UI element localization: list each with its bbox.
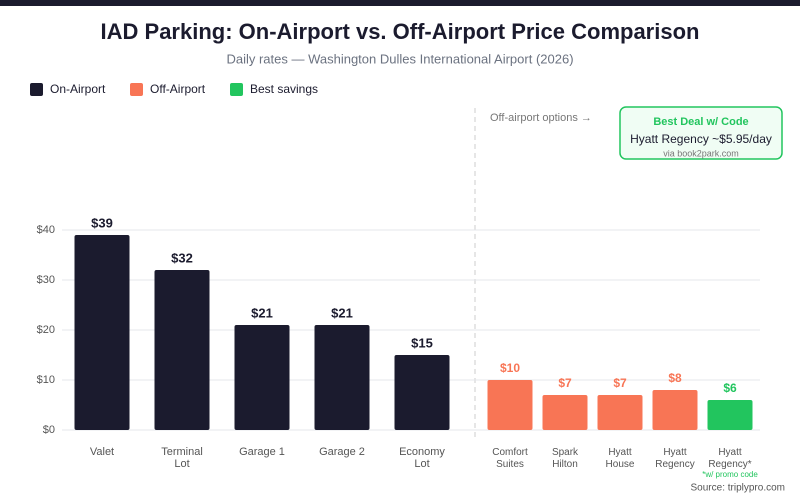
y-tick-label: $10: [37, 374, 55, 386]
legend-swatch: [130, 83, 143, 96]
bar: [652, 390, 698, 430]
value-label: $7: [558, 376, 572, 390]
value-label: $21: [331, 305, 353, 320]
bar: [707, 400, 753, 430]
legend-label: Off-Airport: [150, 82, 206, 96]
value-label: $6: [723, 381, 737, 395]
x-tick-label: Garage 2: [319, 446, 365, 458]
value-label: $15: [411, 335, 433, 350]
value-label: $10: [500, 361, 520, 375]
bar: [542, 395, 588, 430]
x-tick-label: Garage 1: [239, 446, 285, 458]
value-label: $7: [613, 376, 627, 390]
legend-label: On-Airport: [50, 82, 106, 96]
top-bar: [0, 0, 800, 6]
y-tick-label: $0: [43, 424, 55, 436]
value-label: $32: [171, 250, 193, 265]
y-tick-label: $20: [37, 324, 55, 336]
y-tick-label: $40: [37, 224, 55, 236]
callout-box: [619, 106, 783, 160]
callout-title: Best Deal w/ Code: [653, 116, 748, 128]
legend-swatch: [230, 83, 243, 96]
x-tick-label: Hyatt House: [605, 447, 635, 470]
section-label: Off-airport options →: [490, 112, 592, 124]
bar: [394, 355, 450, 430]
bar: [597, 395, 643, 430]
source: Source: triplypro.com: [691, 483, 785, 494]
bar: [234, 325, 290, 430]
footnote: *w/ promo code: [702, 470, 758, 479]
callout-text: Hyatt Regency ~$5.95/day: [630, 132, 772, 146]
x-tick-label: Hyatt Regency*: [708, 447, 752, 470]
bar: [154, 270, 210, 430]
legend-label: Best savings: [250, 82, 318, 96]
bar: [314, 325, 370, 430]
y-tick-label: $30: [37, 274, 55, 286]
value-label: $39: [91, 215, 113, 230]
x-tick-label: Hyatt Regency: [655, 447, 695, 470]
legend-swatch: [30, 83, 43, 96]
chart-title: IAD Parking: On-Airport vs. Off-Airport …: [101, 19, 700, 44]
x-tick-label: Spark Hilton: [551, 447, 579, 470]
bar: [74, 235, 130, 430]
x-tick-label: Valet: [89, 446, 115, 458]
x-tick-label: Economy Lot: [399, 446, 445, 470]
value-label: $8: [668, 371, 682, 385]
x-tick-label: Comfort Suites: [492, 447, 528, 470]
callout-source: via book2park.com: [663, 148, 739, 158]
bar: [487, 380, 533, 430]
chart-subtitle: Daily rates — Washington Dulles Internat…: [226, 51, 573, 66]
x-tick-label: Terminal Lot: [161, 446, 203, 470]
value-label: $21: [251, 305, 273, 320]
